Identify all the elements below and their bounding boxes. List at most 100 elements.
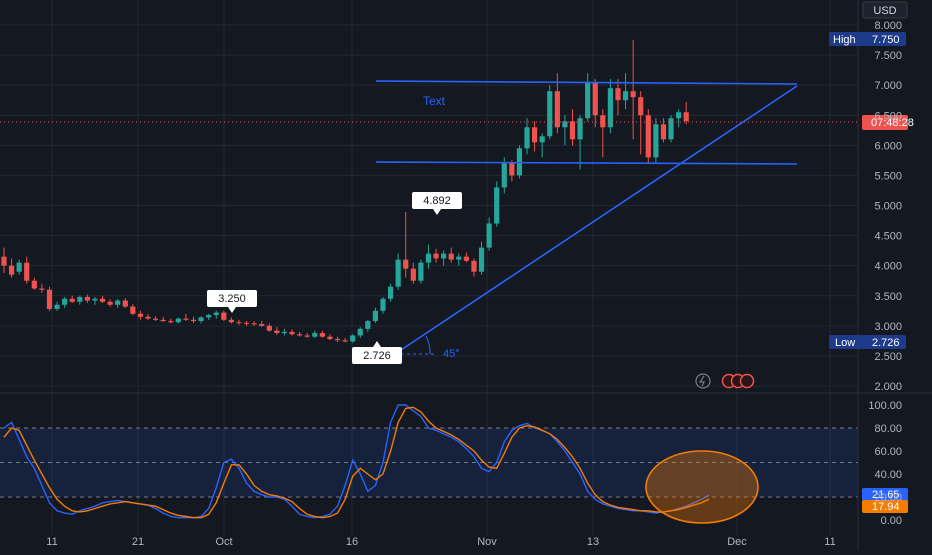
candle-up [357,328,363,336]
candle-down [630,91,636,98]
candle-down [153,318,159,320]
candle-up [668,118,674,140]
callout-box [352,347,402,364]
candle-up [77,296,83,302]
candle-down [683,112,689,122]
high-label: High [833,34,856,46]
candle-up [524,127,530,149]
candle-down [24,262,30,281]
candle-up [380,298,386,311]
time-tick-label: 11 [824,536,835,548]
low-label: Low [835,337,855,349]
candle-down [122,300,128,307]
grid [0,0,858,535]
candle-up [516,148,523,176]
callout-3250: 3.250 [207,290,257,313]
candle-up [441,253,447,259]
candles [1,40,689,343]
high-marker [829,32,906,46]
candle-up [198,317,204,322]
low-marker [829,335,906,349]
countdown-marker [862,115,908,130]
candle-up [622,91,629,101]
time-axis[interactable]: 11 21 Oct 16 Nov 13 Dec 11 [46,536,835,548]
oscillator-axis[interactable]: 21.65 17.94 100.00 80.00 60.00 40.00 20.00 0.… [862,400,908,527]
candle-down [334,339,341,341]
candle-up [494,187,500,224]
chart-toolbar-icons[interactable] [695,373,755,389]
candle-down [569,121,576,140]
candle-down [46,289,53,309]
candle-up [365,321,371,329]
time-tick-label: Dec [727,536,747,548]
candle-down [160,319,166,322]
candle-down [130,306,136,314]
candle-down [251,323,257,325]
time-tick-label: 13 [587,536,599,548]
candle-down [137,313,144,317]
candle-up [501,163,507,188]
callout-text: 2.726 [363,350,391,362]
support-line[interactable] [375,161,798,165]
oscillator-tick-label: 40.00 [874,469,902,481]
candle-down [228,319,234,323]
candle-down [297,334,303,336]
angle-label: 45° [443,348,460,360]
candle-up [562,121,568,128]
price-axis[interactable]: USD High 7.750 07:48:28 Low 2.726 8.000 7… [829,1,914,393]
price-callouts: 3.250 4.892 2.726 [207,192,462,364]
price-tick-label: 3.500 [874,291,902,303]
stoch-k-line [3,404,710,519]
currency-label: USD [873,5,896,17]
candle-down [266,325,272,331]
currency-box[interactable] [862,1,908,19]
low-value: 2.726 [872,337,900,349]
candle-up [372,310,379,322]
candle-down [145,316,151,319]
candle-down [615,88,621,101]
candle-up [175,318,181,323]
time-tick-label: Oct [215,536,232,548]
candle-up [418,262,424,281]
candle-up [676,112,682,119]
callout-2726: 2.726 [352,341,402,364]
candle-down [84,296,90,301]
price-tick-label: 2.000 [874,381,902,393]
price-tick-label: 7.500 [874,50,902,62]
candle-up [547,91,553,137]
candle-down [327,336,333,340]
price-tick-label: 3.000 [874,321,902,333]
lightning-bolt [698,375,705,387]
candle-up [387,286,394,299]
candle-down [236,322,242,324]
price-tick-label: 2.500 [874,351,902,363]
candle-up [62,298,68,305]
candle-down [592,82,598,116]
angle-arc [425,335,431,355]
event-icon-3[interactable] [739,373,755,389]
countdown-label: 07:48:28 [871,117,914,129]
candle-down [69,298,75,302]
callout-pointer [433,209,441,215]
resistance-line[interactable] [375,80,798,85]
candle-down [463,256,469,261]
candle-down [532,127,538,143]
candle-up [478,247,485,272]
callout-text: 4.892 [423,195,451,207]
candle-down [190,319,197,322]
candle-up [281,331,288,334]
candle-up [577,118,583,140]
callout-pointer [228,307,236,313]
candle-up [350,335,356,342]
stoch-d-line [3,406,710,519]
ascending-trendline[interactable] [394,85,798,355]
candle-up [16,262,22,272]
lightning-icon[interactable] [695,373,711,389]
oscillator-tick-label: 0.00 [881,515,902,527]
highlight-ellipse[interactable] [645,450,759,524]
text-annotation[interactable]: Text [423,94,446,108]
candle-down [168,321,174,323]
k-value-marker [862,488,908,501]
candle-up [312,333,318,337]
